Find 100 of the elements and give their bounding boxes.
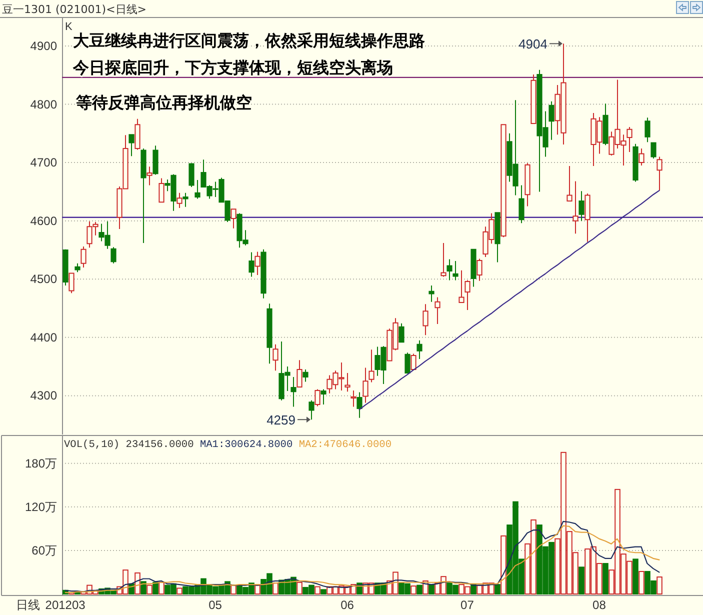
- candlestick: [110, 246, 116, 264]
- candlestick: [566, 166, 572, 202]
- bar: [230, 584, 236, 594]
- candlestick: [440, 242, 446, 278]
- bar: [638, 570, 644, 594]
- candlestick: [296, 360, 302, 388]
- candlestick: [464, 280, 470, 311]
- candlestick: [632, 143, 638, 182]
- bar: [140, 581, 146, 594]
- x-tick-label: 201203: [45, 598, 86, 612]
- bar: [428, 584, 434, 594]
- bar: [158, 582, 164, 594]
- candlestick: [452, 260, 458, 281]
- candlestick: [344, 372, 350, 392]
- candlestick: [302, 368, 308, 382]
- bar: [152, 582, 158, 594]
- candlestick: [602, 103, 608, 146]
- text: MA2:470646.0000: [298, 439, 392, 451]
- annotation: 4259: [266, 412, 296, 428]
- candlestick: [434, 296, 440, 325]
- candlestick: [260, 248, 266, 299]
- y-tick-label: 120万: [24, 500, 57, 514]
- candlestick: [578, 190, 584, 222]
- candlestick: [656, 156, 662, 192]
- chart-title: 豆一1301 (021001)<日线>: [2, 3, 146, 16]
- candlestick: [272, 344, 278, 372]
- candlestick: [626, 126, 632, 153]
- y-tick-label: 4300: [30, 388, 58, 403]
- candlestick: [638, 148, 644, 166]
- bar: [416, 584, 422, 594]
- line-series: [358, 190, 660, 410]
- y-tick-label: 4700: [30, 156, 58, 170]
- x-axis-title: 日线: [16, 598, 40, 612]
- candlestick: [524, 162, 530, 207]
- candlestick: [584, 192, 590, 242]
- candlestick: [314, 388, 320, 407]
- chart-title: VOL(5,10) 234156.0000: [64, 439, 194, 451]
- candlestick: [530, 74, 536, 124]
- bar: [494, 584, 500, 594]
- y-tick-label: 60万: [32, 543, 57, 558]
- candlestick: [140, 148, 146, 244]
- candlestick: [320, 388, 326, 405]
- bar: [410, 586, 416, 594]
- candlestick: [548, 100, 554, 140]
- candlestick: [74, 262, 80, 273]
- candlestick: [308, 400, 314, 420]
- bar: [296, 582, 302, 594]
- x-tick-label: 08: [592, 598, 606, 612]
- y-tick-label: 180万: [24, 456, 57, 470]
- text: MA1:300624.8000: [200, 439, 293, 451]
- bar: [176, 588, 182, 594]
- y-tick-label: 4800: [30, 97, 58, 112]
- bar: [656, 576, 662, 594]
- candlestick: [266, 303, 272, 364]
- candlestick: [158, 178, 164, 203]
- bar: [254, 584, 260, 594]
- candlestick: [410, 353, 416, 370]
- candlestick: [68, 272, 74, 294]
- candlestick: [428, 285, 434, 302]
- candlestick: [248, 252, 254, 278]
- candlestick: [476, 258, 482, 282]
- candlestick: [404, 352, 410, 374]
- candlestick: [470, 248, 476, 288]
- candlestick: [416, 340, 422, 360]
- bar: [632, 558, 638, 594]
- candlestick: [572, 180, 578, 234]
- candlestick: [446, 258, 452, 281]
- candlestick: [80, 246, 86, 268]
- y-tick-label: 4500: [30, 272, 58, 286]
- bar: [500, 535, 506, 594]
- candlestick: [188, 162, 194, 188]
- candlestick: [128, 134, 134, 157]
- annotation: 4904: [518, 36, 548, 52]
- candlestick: [368, 349, 374, 383]
- candlestick: [650, 142, 656, 159]
- candlestick: [146, 166, 152, 186]
- candlestick: [290, 376, 296, 408]
- candlestick: [176, 192, 182, 209]
- chart-subtitle: K: [65, 21, 73, 33]
- annotation: 今日探底回升，下方支撑体现，短线空头离场: [72, 58, 393, 77]
- annotation: 大豆继续冉进行区间震荡，依然采用短线操作思路: [73, 31, 425, 50]
- annotation: 等待反弹高位再择机做空: [75, 93, 252, 112]
- y-tick-label: 4400: [30, 330, 58, 344]
- y-tick-label: 4900: [30, 38, 58, 53]
- candlestick: [398, 322, 404, 343]
- candlestick: [230, 208, 236, 229]
- bar: [272, 582, 278, 594]
- bar: [578, 566, 584, 594]
- candlestick: [152, 145, 158, 176]
- bar: [146, 584, 152, 594]
- candlestick: [458, 270, 464, 303]
- candlestick: [362, 367, 368, 404]
- candlestick: [62, 248, 68, 286]
- candlestick: [356, 392, 362, 418]
- candlestick: [644, 117, 650, 143]
- y-tick-label: 4600: [30, 214, 58, 228]
- bar: [320, 589, 326, 594]
- candlestick: [134, 118, 140, 150]
- candlestick: [194, 180, 200, 200]
- x-tick-label: 07: [460, 598, 474, 612]
